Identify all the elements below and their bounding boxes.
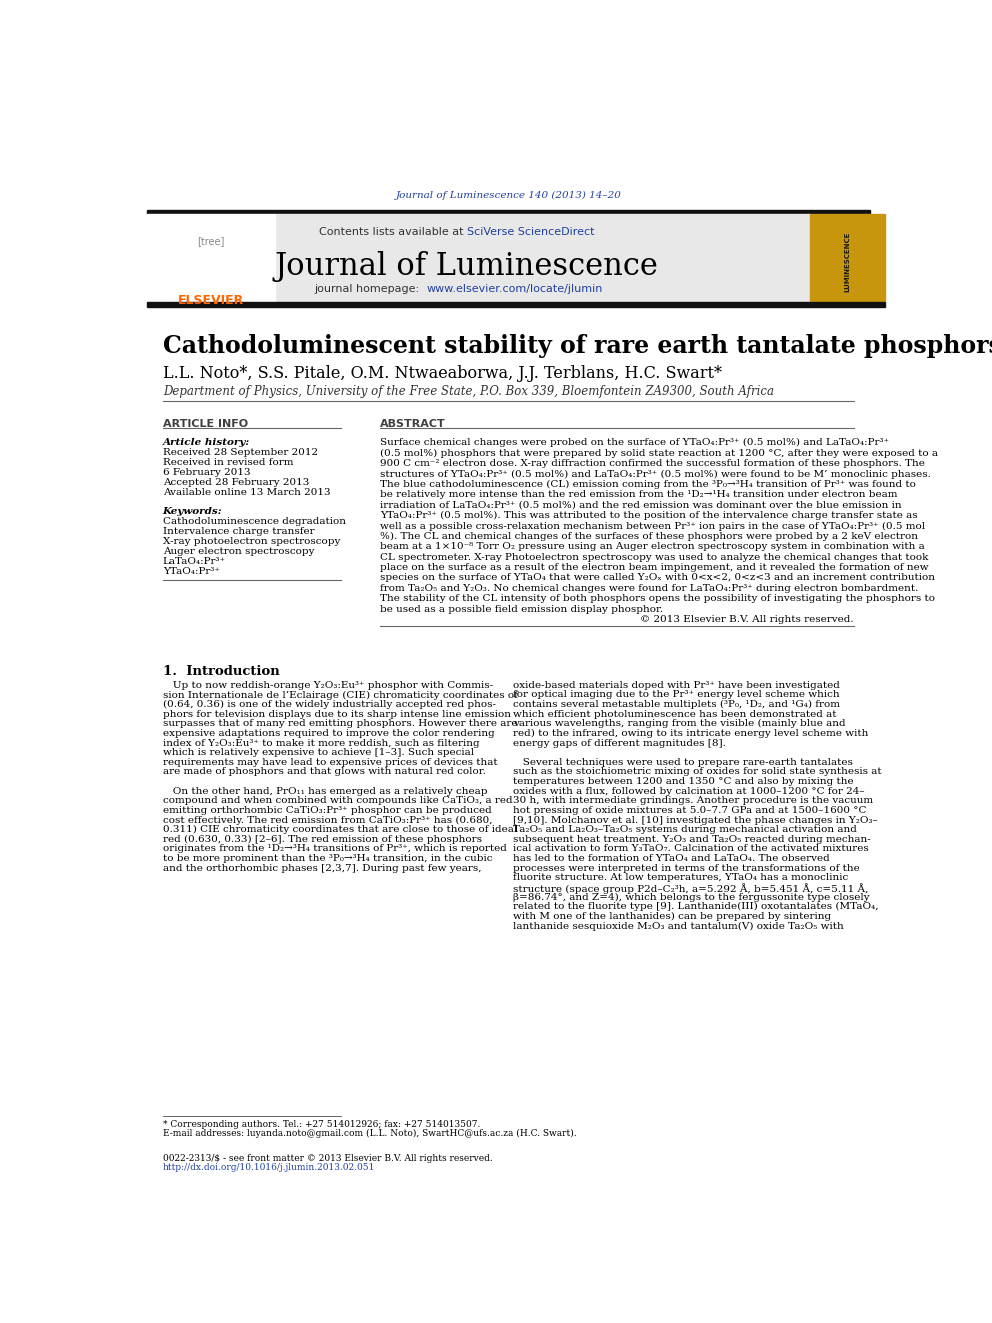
Text: ARTICLE INFO: ARTICLE INFO xyxy=(163,419,248,429)
Text: which is relatively expensive to achieve [1–3]. Such special: which is relatively expensive to achieve… xyxy=(163,749,474,757)
Text: species on the surface of YTaO₄ that were called Y₂Oₓ with 0<x<2, 0<z<3 and an i: species on the surface of YTaO₄ that wer… xyxy=(380,573,934,582)
Text: SciVerse ScienceDirect: SciVerse ScienceDirect xyxy=(466,226,594,237)
Text: expensive adaptations required to improve the color rendering: expensive adaptations required to improv… xyxy=(163,729,494,738)
Text: oxide-based materials doped with Pr³⁺ have been investigated: oxide-based materials doped with Pr³⁺ ha… xyxy=(513,681,840,689)
Text: be used as a possible field emission display phosphor.: be used as a possible field emission dis… xyxy=(380,605,663,614)
Text: lanthanide sesquioxide M₂O₃ and tantalum(V) oxide Ta₂O₅ with: lanthanide sesquioxide M₂O₃ and tantalum… xyxy=(513,921,844,930)
Text: Journal of Luminescence: Journal of Luminescence xyxy=(275,251,659,282)
Text: from Ta₂O₅ and Y₂O₃. No chemical changes were found for LaTaO₄:Pr³⁺ during elect: from Ta₂O₅ and Y₂O₃. No chemical changes… xyxy=(380,583,919,593)
Text: Intervalence charge transfer: Intervalence charge transfer xyxy=(163,527,314,536)
Text: 0022-2313/$ - see front matter © 2013 Elsevier B.V. All rights reserved.: 0022-2313/$ - see front matter © 2013 El… xyxy=(163,1154,492,1163)
Text: 1.  Introduction: 1. Introduction xyxy=(163,665,280,679)
Text: Available online 13 March 2013: Available online 13 March 2013 xyxy=(163,488,330,497)
Text: %). The CL and chemical changes of the surfaces of these phosphors were probed b: %). The CL and chemical changes of the s… xyxy=(380,532,918,541)
Bar xyxy=(275,214,809,302)
Text: subsequent heat treatment. Y₂O₃ and Ta₂O₅ reacted during mechan-: subsequent heat treatment. Y₂O₃ and Ta₂O… xyxy=(513,835,871,844)
Text: Several techniques were used to prepare rare-earth tantalates: Several techniques were used to prepare … xyxy=(513,758,853,767)
Text: [9,10]. Molchanov et al. [10] investigated the phase changes in Y₂O₃–: [9,10]. Molchanov et al. [10] investigat… xyxy=(513,815,878,824)
Bar xyxy=(147,214,275,302)
Text: (0.64, 0.36) is one of the widely industrially accepted red phos-: (0.64, 0.36) is one of the widely indust… xyxy=(163,700,496,709)
Bar xyxy=(147,302,885,307)
Text: The blue cathodoluminescence (CL) emission coming from the ³P₀→³H₄ transition of: The blue cathodoluminescence (CL) emissi… xyxy=(380,480,916,490)
Text: E-mail addresses: luyanda.noto@gmail.com (L.L. Noto), SwartHC@ufs.ac.za (H.C. Sw: E-mail addresses: luyanda.noto@gmail.com… xyxy=(163,1129,576,1138)
Text: Surface chemical changes were probed on the surface of YTaO₄:Pr³⁺ (0.5 mol%) and: Surface chemical changes were probed on … xyxy=(380,438,889,447)
Text: * Corresponding authors. Tel.: +27 514012926; fax: +27 514013507.: * Corresponding authors. Tel.: +27 51401… xyxy=(163,1119,480,1129)
Text: place on the surface as a result of the electron beam impingement, and it reveal: place on the surface as a result of the … xyxy=(380,564,929,572)
Text: 900 C cm⁻² electron dose. X-ray diffraction confirmed the successful formation o: 900 C cm⁻² electron dose. X-ray diffract… xyxy=(380,459,925,468)
Text: surpasses that of many red emitting phosphors. However there are: surpasses that of many red emitting phos… xyxy=(163,720,517,729)
Text: structure (space group P2d–C₂³h, a=5.292 Å, b=5.451 Å, c=5.11 Å,: structure (space group P2d–C₂³h, a=5.292… xyxy=(513,882,868,894)
Text: ABSTRACT: ABSTRACT xyxy=(380,419,445,429)
Text: © 2013 Elsevier B.V. All rights reserved.: © 2013 Elsevier B.V. All rights reserved… xyxy=(641,615,854,624)
Text: 30 h, with intermediate grindings. Another procedure is the vacuum: 30 h, with intermediate grindings. Anoth… xyxy=(513,796,873,806)
Text: red (0.630, 0.33) [2–6]. The red emission of these phosphors: red (0.630, 0.33) [2–6]. The red emissio… xyxy=(163,835,482,844)
Text: Contents lists available at: Contents lists available at xyxy=(318,226,466,237)
Text: fluorite structure. At low temperatures, YTaO₄ has a monoclinic: fluorite structure. At low temperatures,… xyxy=(513,873,848,882)
Text: index of Y₂O₃:Eu³⁺ to make it more reddish, such as filtering: index of Y₂O₃:Eu³⁺ to make it more reddi… xyxy=(163,738,479,747)
Text: to be more prominent than the ³P₀→³H₄ transition, in the cubic: to be more prominent than the ³P₀→³H₄ tr… xyxy=(163,855,492,863)
Text: journal homepage:: journal homepage: xyxy=(314,283,427,294)
Text: L.L. Noto*, S.S. Pitale, O.M. Ntwaeaborwa, J.J. Terblans, H.C. Swart*: L.L. Noto*, S.S. Pitale, O.M. Ntwaeaborw… xyxy=(163,365,722,382)
Text: energy gaps of different magnitudes [8].: energy gaps of different magnitudes [8]. xyxy=(513,738,726,747)
Text: such as the stoichiometric mixing of oxides for solid state synthesis at: such as the stoichiometric mixing of oxi… xyxy=(513,767,882,777)
Text: LaTaO₄:Pr³⁺: LaTaO₄:Pr³⁺ xyxy=(163,557,226,566)
Text: Received 28 September 2012: Received 28 September 2012 xyxy=(163,448,317,458)
Text: YTaO₄:Pr³⁺: YTaO₄:Pr³⁺ xyxy=(163,566,219,576)
Text: requirements may have lead to expensive prices of devices that: requirements may have lead to expensive … xyxy=(163,758,497,767)
Text: cost effectively. The red emission from CaTiO₃:Pr³⁺ has (0.680,: cost effectively. The red emission from … xyxy=(163,815,492,824)
Text: Department of Physics, University of the Free State, P.O. Box 339, Bloemfontein : Department of Physics, University of the… xyxy=(163,385,774,398)
Text: Up to now reddish-orange Y₂O₃:Eu³⁺ phosphor with Commis-: Up to now reddish-orange Y₂O₃:Eu³⁺ phosp… xyxy=(163,681,493,689)
Text: irradiation of LaTaO₄:Pr³⁺ (0.5 mol%) and the red emission was dominant over the: irradiation of LaTaO₄:Pr³⁺ (0.5 mol%) an… xyxy=(380,500,902,509)
Text: Journal of Luminescence 140 (2013) 14–20: Journal of Luminescence 140 (2013) 14–20 xyxy=(396,191,621,200)
Text: ical activation to form Y₃TaO₇. Calcination of the activated mixtures: ical activation to form Y₃TaO₇. Calcinat… xyxy=(513,844,869,853)
Text: structures of YTaO₄:Pr³⁺ (0.5 mol%) and LaTaO₄:Pr³⁺ (0.5 mol%) were found to be : structures of YTaO₄:Pr³⁺ (0.5 mol%) and … xyxy=(380,470,930,479)
Text: On the other hand, PrO₁₁ has emerged as a relatively cheap: On the other hand, PrO₁₁ has emerged as … xyxy=(163,787,487,795)
Text: originates from the ¹D₂→³H₄ transitions of Pr³⁺, which is reported: originates from the ¹D₂→³H₄ transitions … xyxy=(163,844,507,853)
Text: X-ray photoelectron spectroscopy: X-ray photoelectron spectroscopy xyxy=(163,537,340,546)
Text: temperatures between 1200 and 1350 °C and also by mixing the: temperatures between 1200 and 1350 °C an… xyxy=(513,777,854,786)
Text: ELSEVIER: ELSEVIER xyxy=(178,294,244,307)
Text: be relatively more intense than the red emission from the ¹D₂→¹H₄ transition und: be relatively more intense than the red … xyxy=(380,491,897,499)
Text: related to the fluorite type [9]. Lanthanide(III) oxotantalates (MTaO₄,: related to the fluorite type [9]. Lantha… xyxy=(513,902,879,912)
Bar xyxy=(147,209,870,214)
Text: www.elsevier.com/locate/jlumin: www.elsevier.com/locate/jlumin xyxy=(427,283,602,294)
Text: YTaO₄:Pr³⁺ (0.5 mol%). This was attributed to the position of the intervalence c: YTaO₄:Pr³⁺ (0.5 mol%). This was attribut… xyxy=(380,511,918,520)
Text: beam at a 1×10⁻⁸ Torr O₂ pressure using an Auger electron spectroscopy system in: beam at a 1×10⁻⁸ Torr O₂ pressure using … xyxy=(380,542,925,552)
Text: 0.311) CIE chromaticity coordinates that are close to those of ideal: 0.311) CIE chromaticity coordinates that… xyxy=(163,826,517,835)
Text: β=86.74°, and Z=4), which belongs to the fergussonite type closely: β=86.74°, and Z=4), which belongs to the… xyxy=(513,893,870,902)
Text: sion Internationale de l’Eclairage (CIE) chromaticity coordinates of: sion Internationale de l’Eclairage (CIE)… xyxy=(163,691,518,700)
Text: Cathodoluminescence degradation: Cathodoluminescence degradation xyxy=(163,517,346,525)
Text: The stability of the CL intensity of both phosphors opens the possibility of inv: The stability of the CL intensity of bot… xyxy=(380,594,934,603)
Text: hot pressing of oxide mixtures at 5.0–7.7 GPa and at 1500–1600 °C: hot pressing of oxide mixtures at 5.0–7.… xyxy=(513,806,867,815)
Text: and the orthorhombic phases [2,3,7]. During past few years,: and the orthorhombic phases [2,3,7]. Dur… xyxy=(163,864,481,873)
Text: Ta₂O₅ and La₂O₃–Ta₂O₅ systems during mechanical activation and: Ta₂O₅ and La₂O₃–Ta₂O₅ systems during mec… xyxy=(513,826,857,835)
Text: phors for television displays due to its sharp intense line emission: phors for television displays due to its… xyxy=(163,709,511,718)
Text: CL spectrometer. X-ray Photoelectron spectroscopy was used to analyze the chemic: CL spectrometer. X-ray Photoelectron spe… xyxy=(380,553,929,562)
Text: emitting orthorhombic CaTiO₃:Pr³⁺ phosphor can be produced: emitting orthorhombic CaTiO₃:Pr³⁺ phosph… xyxy=(163,806,491,815)
Bar xyxy=(809,214,885,302)
Text: has led to the formation of YTaO₄ and LaTaO₄. The observed: has led to the formation of YTaO₄ and La… xyxy=(513,855,829,863)
Text: compound and when combined with compounds like CaTiO₃, a red: compound and when combined with compound… xyxy=(163,796,513,806)
Text: which efficient photoluminescence has been demonstrated at: which efficient photoluminescence has be… xyxy=(513,709,836,718)
Text: Article history:: Article history: xyxy=(163,438,250,447)
Text: Received in revised form: Received in revised form xyxy=(163,458,294,467)
Text: Accepted 28 February 2013: Accepted 28 February 2013 xyxy=(163,479,310,487)
Text: are made of phosphors and that glows with natural red color.: are made of phosphors and that glows wit… xyxy=(163,767,486,777)
Text: Keywords:: Keywords: xyxy=(163,507,222,516)
Text: processes were interpreted in terms of the transformations of the: processes were interpreted in terms of t… xyxy=(513,864,860,873)
Text: well as a possible cross-relaxation mechanism between Pr³⁺ ion pairs in the case: well as a possible cross-relaxation mech… xyxy=(380,521,925,531)
Text: [tree]: [tree] xyxy=(197,235,224,246)
Text: contains several metastable multiplets (³P₀, ¹D₂, and ¹G₄) from: contains several metastable multiplets (… xyxy=(513,700,840,709)
Text: red) to the infrared, owing to its intricate energy level scheme with: red) to the infrared, owing to its intri… xyxy=(513,729,868,738)
Text: http://dx.doi.org/10.1016/j.jlumin.2013.02.051: http://dx.doi.org/10.1016/j.jlumin.2013.… xyxy=(163,1163,375,1172)
Text: for optical imaging due to the Pr³⁺ energy level scheme which: for optical imaging due to the Pr³⁺ ener… xyxy=(513,691,839,700)
Text: (0.5 mol%) phosphors that were prepared by solid state reaction at 1200 °C, afte: (0.5 mol%) phosphors that were prepared … xyxy=(380,448,937,458)
Text: Cathodoluminescent stability of rare earth tantalate phosphors: Cathodoluminescent stability of rare ear… xyxy=(163,335,992,359)
Text: various wavelengths, ranging from the visible (mainly blue and: various wavelengths, ranging from the vi… xyxy=(513,720,845,729)
Text: with M one of the lanthanides) can be prepared by sintering: with M one of the lanthanides) can be pr… xyxy=(513,912,831,921)
Text: Auger electron spectroscopy: Auger electron spectroscopy xyxy=(163,546,314,556)
Text: oxides with a flux, followed by calcination at 1000–1200 °C for 24–: oxides with a flux, followed by calcinat… xyxy=(513,787,865,795)
Text: 6 February 2013: 6 February 2013 xyxy=(163,468,250,478)
Text: LUMINESCENCE: LUMINESCENCE xyxy=(844,232,850,292)
